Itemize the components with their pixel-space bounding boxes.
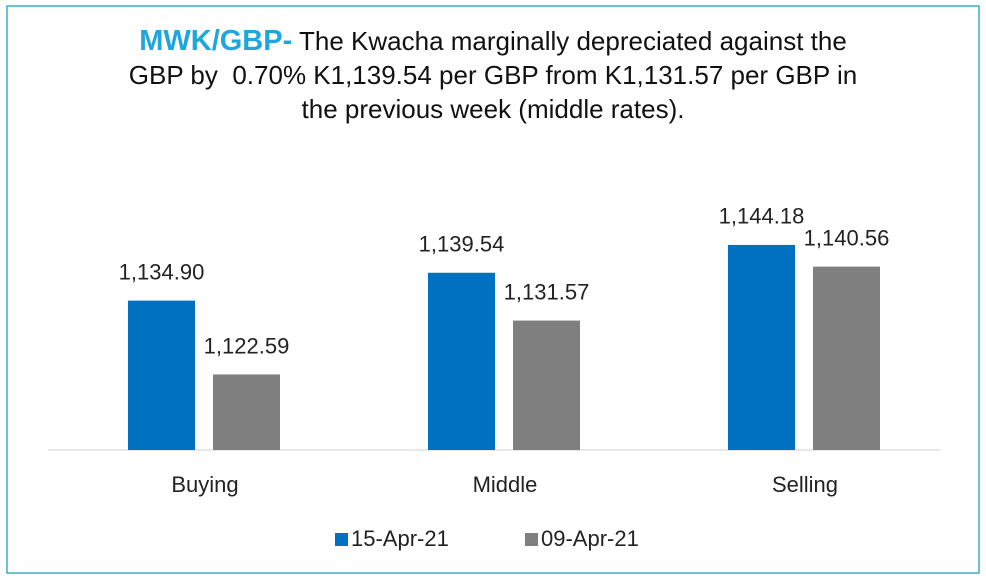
- bar: [513, 320, 580, 450]
- data-label: 1,134.90: [119, 259, 205, 284]
- x-tick-label: Buying: [171, 472, 238, 497]
- legend-label: 09-Apr-21: [541, 526, 639, 551]
- title-text: The Kwacha marginally depreciated agains…: [128, 26, 865, 124]
- data-label: 1,140.56: [804, 225, 890, 250]
- chart-title: MWK/GBP- The Kwacha marginally depreciat…: [118, 24, 868, 126]
- data-label: 1,131.57: [504, 279, 590, 304]
- legend-swatch: [525, 533, 538, 546]
- data-label: 1,139.54: [419, 232, 505, 257]
- bar: [813, 266, 880, 450]
- data-label: 1,122.59: [204, 333, 290, 358]
- bar: [428, 272, 495, 450]
- bar: [728, 244, 795, 450]
- x-tick-label: Middle: [473, 472, 538, 497]
- legend-label: 15-Apr-21: [351, 526, 449, 551]
- bar: [213, 374, 280, 450]
- x-tick-label: Selling: [772, 472, 838, 497]
- legend-swatch: [335, 533, 348, 546]
- data-label: 1,144.18: [719, 204, 805, 229]
- title-highlight: MWK/GBP-: [139, 25, 293, 57]
- bar: [128, 300, 195, 450]
